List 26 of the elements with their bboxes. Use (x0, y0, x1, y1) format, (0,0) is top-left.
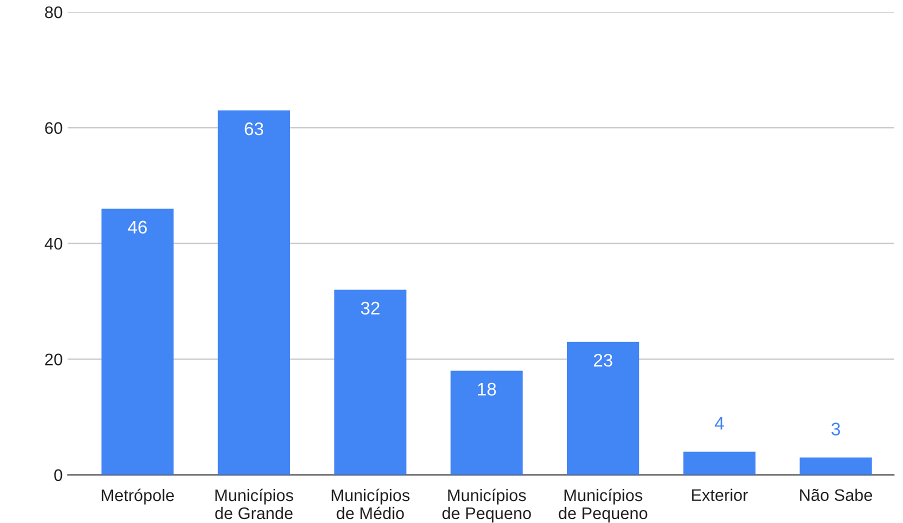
y-tick-label: 40 (44, 238, 62, 250)
y-tick-label: 80 (45, 6, 62, 18)
data-label: 4 (714, 417, 724, 430)
data-label: 3 (831, 422, 840, 436)
bar (218, 110, 290, 475)
x-tick-label: Exterior (692, 488, 748, 502)
x-tick-label: Municípios de Pequeno (442, 488, 531, 522)
x-tick-label: Não Sabe (800, 488, 872, 502)
bar (683, 452, 756, 475)
x-tick-label: Municípios de Pequeno (558, 488, 648, 522)
bar (101, 208, 174, 475)
bar (800, 458, 872, 475)
bar (566, 342, 640, 475)
data-label: 23 (594, 354, 612, 367)
data-label: 18 (478, 382, 496, 396)
y-tick-label: 60 (45, 122, 62, 134)
y-tick-label: 20 (45, 354, 62, 366)
bar (334, 290, 406, 475)
x-tick-label: Municípios de Médio (332, 488, 410, 520)
bar (450, 370, 523, 475)
data-label: 32 (360, 302, 380, 315)
x-tick-label: Municípios de Grande (215, 488, 294, 520)
y-tick-label: 0 (54, 469, 62, 482)
data-label: 46 (128, 220, 147, 234)
data-label: 63 (244, 122, 264, 136)
x-tick-label: Metrópole (102, 488, 174, 505)
